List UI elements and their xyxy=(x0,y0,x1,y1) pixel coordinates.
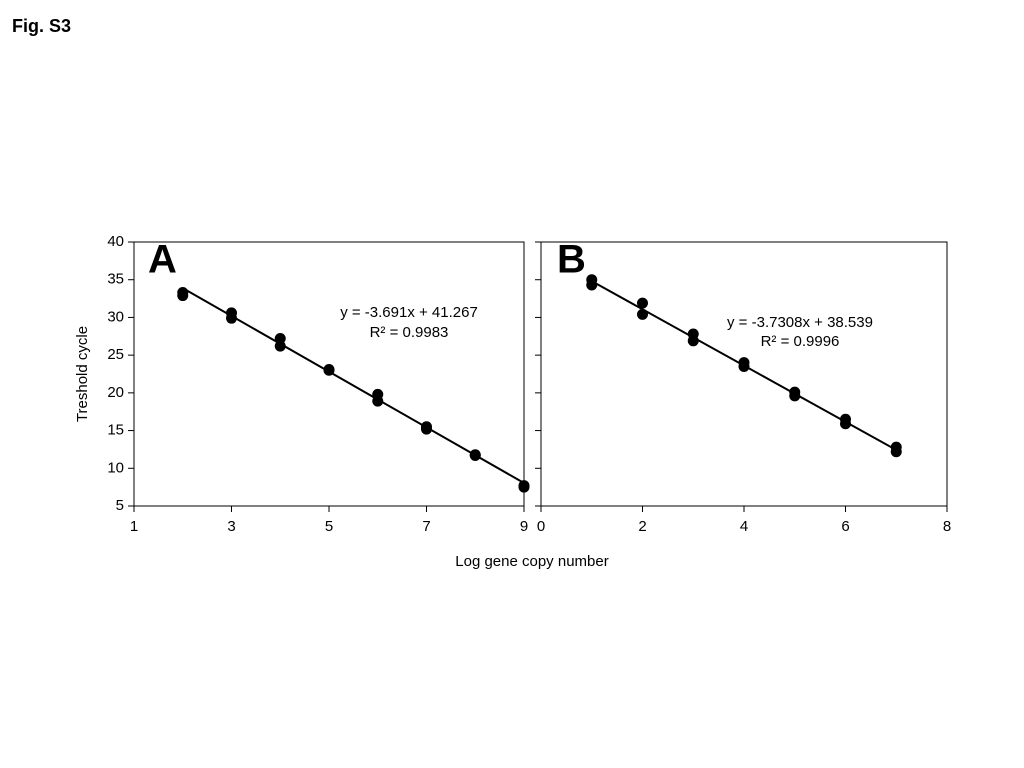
y-tick-label: 30 xyxy=(107,308,124,325)
data-point xyxy=(177,290,189,302)
y-tick-label: 25 xyxy=(107,346,124,363)
plot-area xyxy=(540,241,948,507)
y-tick-label: 5 xyxy=(116,497,124,514)
data-point xyxy=(226,312,237,324)
fit-equation: y = -3.7308x + 38.539 xyxy=(727,314,873,331)
data-point xyxy=(890,446,902,458)
x-tick-label: 2 xyxy=(638,518,646,535)
x-tick-label: 9 xyxy=(520,518,528,535)
panel-label: B xyxy=(557,238,586,282)
x-tick-label: 0 xyxy=(537,518,545,535)
y-axis-label: Treshold cycle xyxy=(74,326,91,422)
x-tick-label: 7 xyxy=(422,518,430,535)
data-point xyxy=(586,279,598,291)
x-axis-label: Log gene copy number xyxy=(455,553,608,570)
figure-label: Fig. S3 xyxy=(12,16,71,36)
fit-r2: R² = 0.9983 xyxy=(370,324,449,341)
y-tick-label: 10 xyxy=(107,459,124,476)
data-point xyxy=(372,395,384,407)
data-point xyxy=(687,335,699,347)
x-tick-label: 6 xyxy=(841,518,849,535)
x-tick-label: 5 xyxy=(325,518,333,535)
y-tick-label: 20 xyxy=(107,384,124,401)
x-tick-label: 4 xyxy=(740,518,748,535)
data-point xyxy=(469,449,481,461)
y-tick-label: 40 xyxy=(107,233,124,250)
data-point xyxy=(738,360,750,372)
fit-equation: y = -3.691x + 41.267 xyxy=(340,304,478,321)
data-point xyxy=(637,308,648,320)
x-tick-label: 1 xyxy=(130,518,138,535)
x-tick-label: 8 xyxy=(943,518,951,535)
data-point xyxy=(274,333,286,345)
panel-label: A xyxy=(148,238,177,282)
data-point xyxy=(840,418,851,430)
data-point xyxy=(323,364,335,376)
data-point xyxy=(789,390,801,402)
x-tick-label: 3 xyxy=(227,518,235,535)
trendline xyxy=(182,287,525,484)
y-tick-label: 35 xyxy=(107,271,124,288)
data-point xyxy=(421,423,432,435)
data-point xyxy=(518,481,530,493)
data-point xyxy=(637,297,648,309)
y-tick-label: 15 xyxy=(107,422,124,439)
data-point xyxy=(274,340,286,352)
fit-r2: R² = 0.9996 xyxy=(761,333,840,350)
